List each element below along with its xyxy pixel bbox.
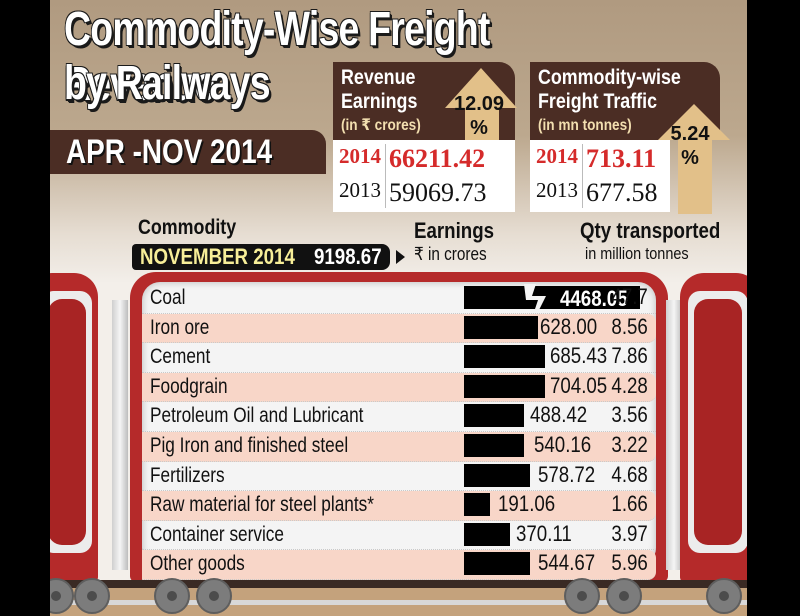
traffic-values: 2014 713.11 2013 677.58 [530, 140, 670, 212]
infographic: Commodity-Wise Freight Revenue by Railwa… [50, 0, 747, 616]
wheel-icon [564, 578, 600, 614]
divider [582, 144, 583, 208]
up-arrow-icon [658, 104, 730, 214]
table-row: Petroleum Oil and Lubricant 488.42 3.56 [142, 402, 656, 432]
earnings-bar [464, 522, 510, 546]
table-row: Coal 4468.05 47.7 [142, 284, 656, 314]
wheel-icon [196, 578, 232, 614]
period-label: APR -NOV 2014 [66, 133, 273, 171]
november-label: NOVEMBER 2014 [140, 244, 295, 269]
revenue-earnings-box: Revenue Earnings (in ₹ crores) 12.09 % 2… [333, 62, 517, 212]
revenue-growth-value: 12.09 [453, 93, 505, 115]
table-row: Other goods 544.67 5.96 [142, 550, 656, 580]
coupler-right [666, 300, 682, 570]
traffic-label-2: Freight Traffic [538, 90, 658, 113]
wheel-icon [74, 578, 110, 614]
earnings-bar: 4468.05 [464, 284, 640, 312]
revenue-label-2: Earnings [341, 90, 418, 113]
column-header-earnings: Earnings [414, 218, 495, 243]
revenue-values: 2014 66211.42 2013 59069.73 [333, 140, 515, 212]
freight-traffic-box: Commodity-wise Freight Traffic (in mn to… [530, 62, 730, 214]
chassis [50, 580, 747, 588]
november-total-pill: NOVEMBER 2014 9198.67 [132, 244, 390, 270]
traffic-row-2013: 2013 677.58 [536, 178, 658, 207]
revenue-label-unit: (in ₹ crores) [341, 117, 421, 134]
traffic-label-1: Commodity-wise [538, 66, 681, 89]
qty-unit: in million tonnes [585, 244, 689, 263]
revenue-row-2013: 2013 59069.73 [339, 178, 487, 207]
traffic-label-unit: (in mn tonnes) [538, 117, 632, 134]
column-header-commodity: Commodity [138, 216, 237, 239]
earnings-bar [464, 433, 524, 457]
table-row: Pig Iron and finished steel 540.16 3.22 [142, 431, 656, 462]
revenue-row-2014: 2014 66211.42 [339, 144, 486, 173]
november-value: 9198.67 [314, 244, 382, 269]
table-row: Fertilizers 578.72 4.68 [142, 462, 656, 492]
train-car-right [680, 273, 747, 583]
train-car-left [50, 273, 98, 583]
pointer-arrow-icon [396, 250, 405, 264]
earnings-bar [464, 374, 545, 398]
table-row: Container service 370.11 3.97 [142, 521, 656, 551]
title-line-1: Commodity-Wise Freight Revenue [64, 3, 490, 111]
period-banner: APR -NOV 2014 [50, 130, 326, 174]
traffic-box-header: Commodity-wise Freight Traffic (in mn to… [530, 62, 720, 140]
earnings-bar [464, 404, 524, 428]
traffic-growth-value: 5.24 [670, 123, 710, 145]
axis-break-icon [524, 284, 546, 312]
wheel-icon [154, 578, 190, 614]
revenue-growth-unit: % [470, 117, 488, 139]
earnings-bar [464, 552, 530, 576]
traffic-row-2014: 2014 713.11 [536, 144, 657, 173]
earnings-bar [464, 315, 538, 339]
earnings-unit: ₹ in crores [414, 244, 487, 264]
coupler-left [112, 300, 128, 570]
column-header-qty: Qty transported [580, 218, 721, 243]
earnings-bar [464, 463, 530, 487]
table-row: Iron ore 628.00 8.56 [142, 313, 656, 344]
revenue-label-1: Revenue [341, 66, 416, 89]
table-row: Raw material for steel plants* 191.06 1.… [142, 491, 656, 521]
table-row: Foodgrain 704.05 4.28 [142, 372, 656, 403]
commodity-table: Coal 4468.05 47.7 Iron ore 628.00 8.56 C… [142, 284, 656, 580]
table-row: Cement 685.43 7.86 [142, 343, 656, 373]
wheel-icon [706, 578, 742, 614]
title-line-2: by Railways [64, 57, 271, 110]
earnings-bar [464, 345, 545, 369]
traffic-growth-unit: % [681, 147, 699, 169]
divider [385, 144, 386, 208]
wheel-icon [606, 578, 642, 614]
earnings-bar [464, 493, 490, 517]
